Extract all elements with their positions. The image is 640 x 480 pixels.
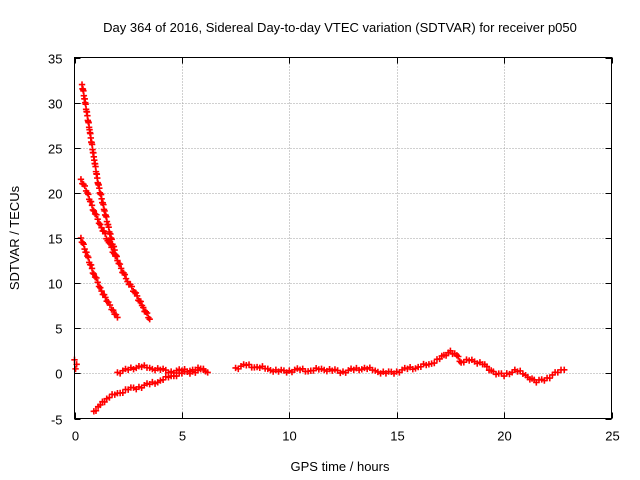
data-point (131, 288, 138, 296)
x-tick-label: 0 (72, 429, 79, 444)
data-point (114, 314, 121, 321)
data-point (92, 407, 100, 414)
y-tick-label: -5 (51, 413, 63, 428)
data-point (455, 353, 462, 360)
data-point (102, 294, 109, 301)
data-point (101, 230, 109, 237)
grid (74, 57, 612, 419)
y-tick-label: 30 (48, 97, 62, 112)
data-point (101, 398, 108, 406)
data-point (106, 301, 114, 309)
y-tick-label: 20 (48, 187, 62, 202)
data-point (108, 244, 115, 251)
data-point (90, 270, 98, 278)
series-arc-high-32 (78, 81, 153, 323)
data-point (106, 240, 114, 248)
data-point (88, 265, 96, 272)
plot-area (71, 81, 568, 415)
data-point (119, 389, 127, 396)
data-point (143, 309, 151, 317)
data-point (85, 191, 92, 198)
data-point (483, 363, 491, 370)
data-point (81, 245, 88, 253)
data-point (146, 316, 153, 323)
data-point (91, 273, 99, 281)
x-tick-label: 20 (497, 429, 511, 444)
y-tick-label: 5 (55, 322, 62, 337)
data-point (105, 239, 113, 246)
data-point (89, 269, 97, 277)
data-point (95, 220, 103, 227)
data-point (97, 401, 104, 409)
data-point (83, 249, 90, 256)
y-tick-label: 15 (48, 232, 62, 247)
data-point (204, 369, 211, 376)
data-point (142, 308, 150, 316)
y-tick-label: 25 (48, 142, 62, 157)
chart-title: Day 364 of 2016, Sidereal Day-to-day VTE… (103, 20, 577, 35)
x-tick-label: 5 (179, 429, 186, 444)
y-tick-label: 10 (48, 277, 62, 292)
axis-ticks: 0 5 10 15 20 25 -5 0 5 10 15 20 25 30 35 (48, 52, 620, 444)
series-arc-mid-21 (77, 176, 119, 260)
data-point (77, 176, 85, 183)
data-point (98, 224, 105, 231)
x-tick-label: 15 (390, 429, 404, 444)
data-point (140, 304, 147, 311)
data-point (81, 182, 89, 190)
data-point (93, 274, 100, 282)
data-point (132, 289, 140, 297)
data-point (80, 241, 87, 248)
data-point (137, 298, 144, 305)
series-arc-low-15 (77, 234, 121, 321)
data-point (93, 211, 100, 218)
data-point (98, 287, 105, 295)
data-point (72, 365, 79, 373)
x-tick-label: 10 (282, 429, 296, 444)
data-point (90, 207, 98, 215)
data-point (94, 279, 101, 286)
data-point (97, 221, 104, 228)
data-point (109, 307, 117, 314)
data-point (121, 271, 129, 278)
data-point (112, 252, 119, 260)
data-point (546, 374, 553, 382)
data-point (106, 394, 113, 401)
data-point (88, 202, 96, 209)
data-point (87, 198, 95, 205)
data-point (554, 369, 561, 376)
data-point (97, 284, 104, 291)
data-point (89, 206, 97, 214)
series-band-main (232, 347, 568, 386)
data-point (133, 292, 141, 300)
data-point (117, 265, 125, 272)
y-axis-label: SDTVAR / TECUs (7, 185, 22, 290)
data-point (87, 261, 95, 269)
y-tick-label: 0 (55, 367, 62, 382)
data-point (85, 254, 92, 261)
x-tick-label: 25 (605, 429, 619, 444)
data-point (128, 283, 135, 290)
data-point (91, 210, 99, 218)
data-point (116, 260, 124, 268)
x-axis-label: GPS time / hours (291, 459, 390, 474)
data-point (431, 359, 438, 367)
data-point (94, 215, 101, 223)
data-point (95, 283, 103, 290)
data-point (561, 366, 568, 373)
series-band-early (114, 362, 211, 377)
y-tick-label: 35 (48, 52, 62, 67)
